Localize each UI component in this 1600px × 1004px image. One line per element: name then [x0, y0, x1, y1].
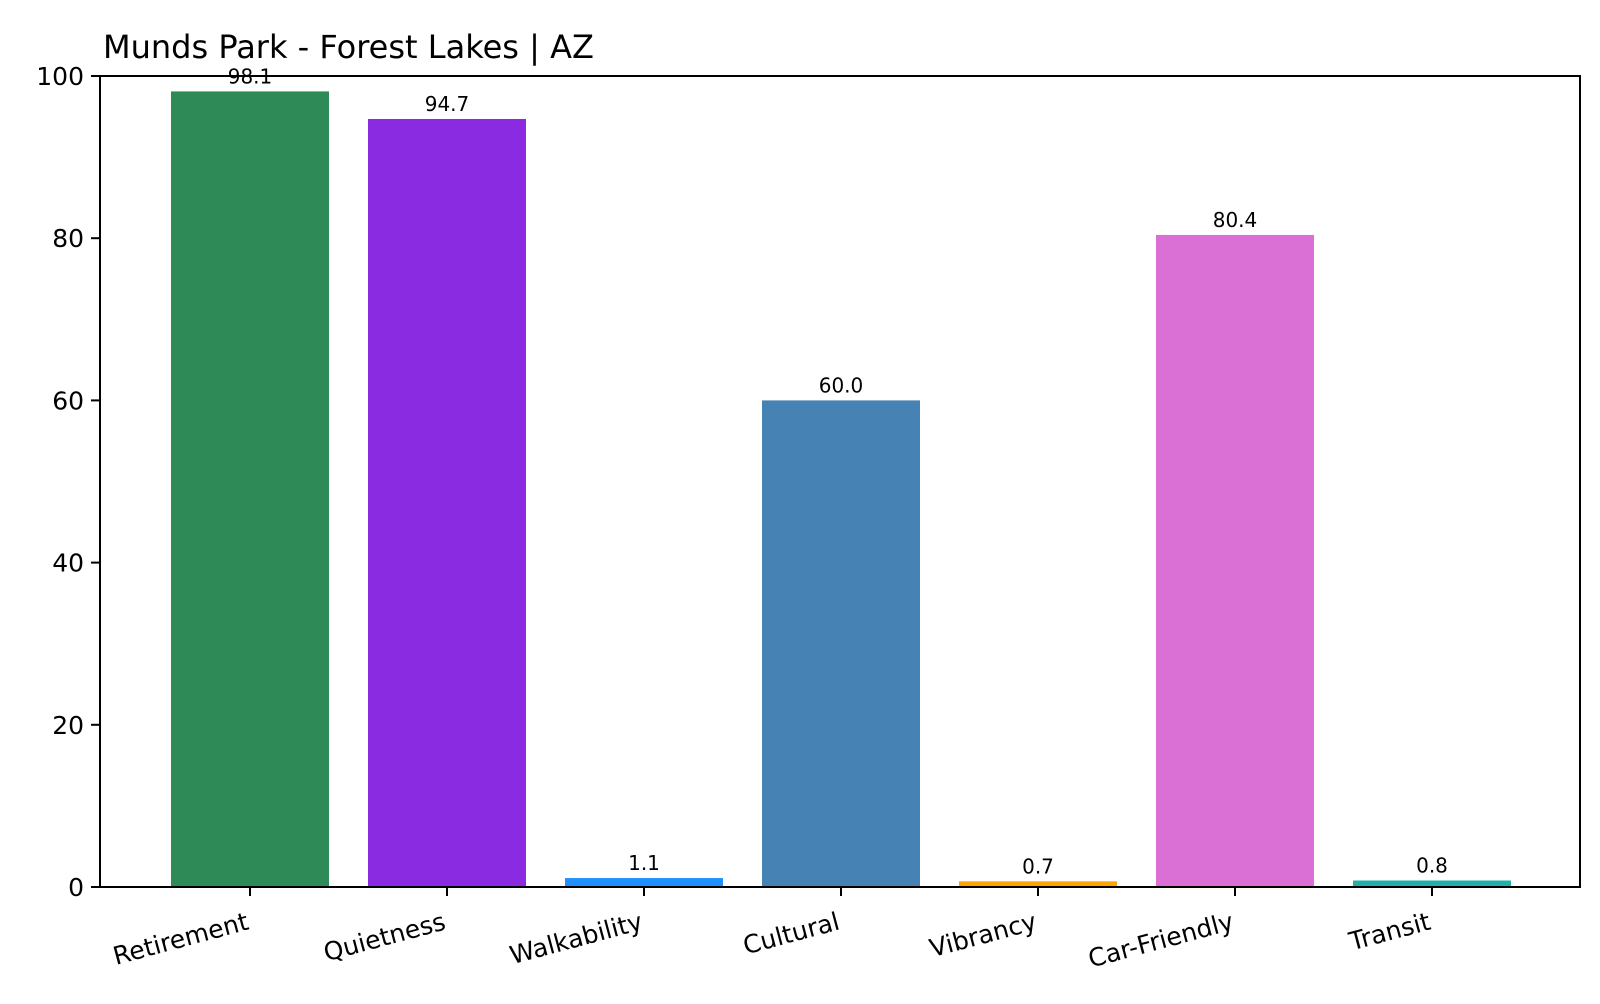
x-tick-label: Retirement	[110, 907, 252, 971]
y-tick-label: 40	[52, 549, 84, 578]
plot-frame	[99, 75, 1581, 888]
y-tick-label: 100	[36, 62, 84, 91]
bar-quietness	[368, 118, 526, 887]
bar-cultural	[762, 400, 920, 887]
x-tick-label: Vibrancy	[926, 907, 1039, 963]
bar-value-label: 94.7	[425, 92, 470, 116]
bar-value-label: 0.8	[1416, 854, 1448, 878]
y-axis: 0 20 40 60 80 100	[36, 62, 100, 902]
x-tick-label: Transit	[1345, 907, 1434, 957]
bar-car-friendly	[1156, 234, 1314, 887]
y-tick-label: 0	[68, 873, 84, 902]
bars-group	[171, 91, 1511, 887]
x-tick-label: Cultural	[740, 907, 843, 960]
bar-vibrancy	[959, 881, 1117, 887]
bar-value-label: 1.1	[628, 851, 660, 875]
bar-value-labels: 98.194.71.160.00.780.40.8	[228, 64, 1448, 878]
bar-walkability	[565, 878, 723, 887]
bar-value-label: 80.4	[1213, 208, 1258, 232]
y-tick-label: 20	[52, 711, 84, 740]
bar-value-label: 60.0	[819, 373, 864, 397]
x-tick-label: Walkability	[507, 907, 646, 970]
bar-transit	[1353, 880, 1511, 887]
y-tick-label: 60	[52, 386, 84, 415]
y-tick-label: 80	[52, 224, 84, 253]
x-tick-label: Quietness	[320, 907, 448, 967]
chart-title: Munds Park - Forest Lakes | AZ	[103, 28, 594, 66]
x-axis: Retirement Quietness Walkability Cultural Vi…	[110, 887, 1434, 973]
bar-retirement	[171, 91, 329, 887]
bar-value-label: 0.7	[1022, 854, 1054, 878]
x-tick-label: Car-Friendly	[1085, 907, 1237, 974]
